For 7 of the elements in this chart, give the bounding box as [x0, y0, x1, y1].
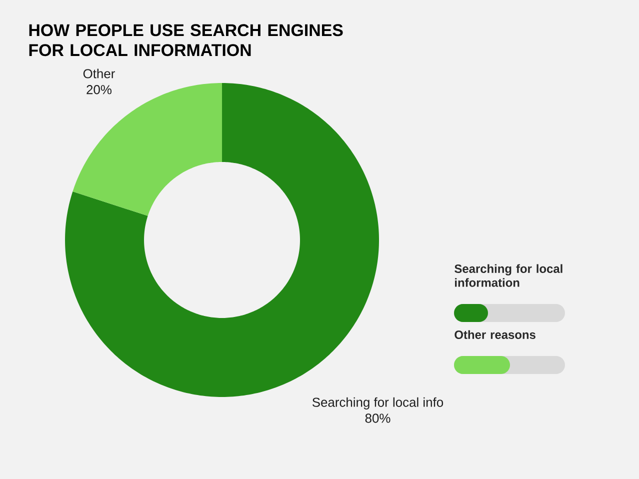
text: Searching for local information — [454, 264, 562, 287]
data-label: 20% — [86, 85, 112, 94]
slice-label: Searching for local info — [312, 397, 444, 410]
text: Other reasons — [454, 330, 536, 339]
data-label: 80% — [365, 414, 390, 423]
chart-title: HOW PEOPLE USE SEARCH ENGINES FOR LOCAL INFORMATION — [29, 24, 343, 56]
slice-label: Other — [83, 68, 115, 78]
